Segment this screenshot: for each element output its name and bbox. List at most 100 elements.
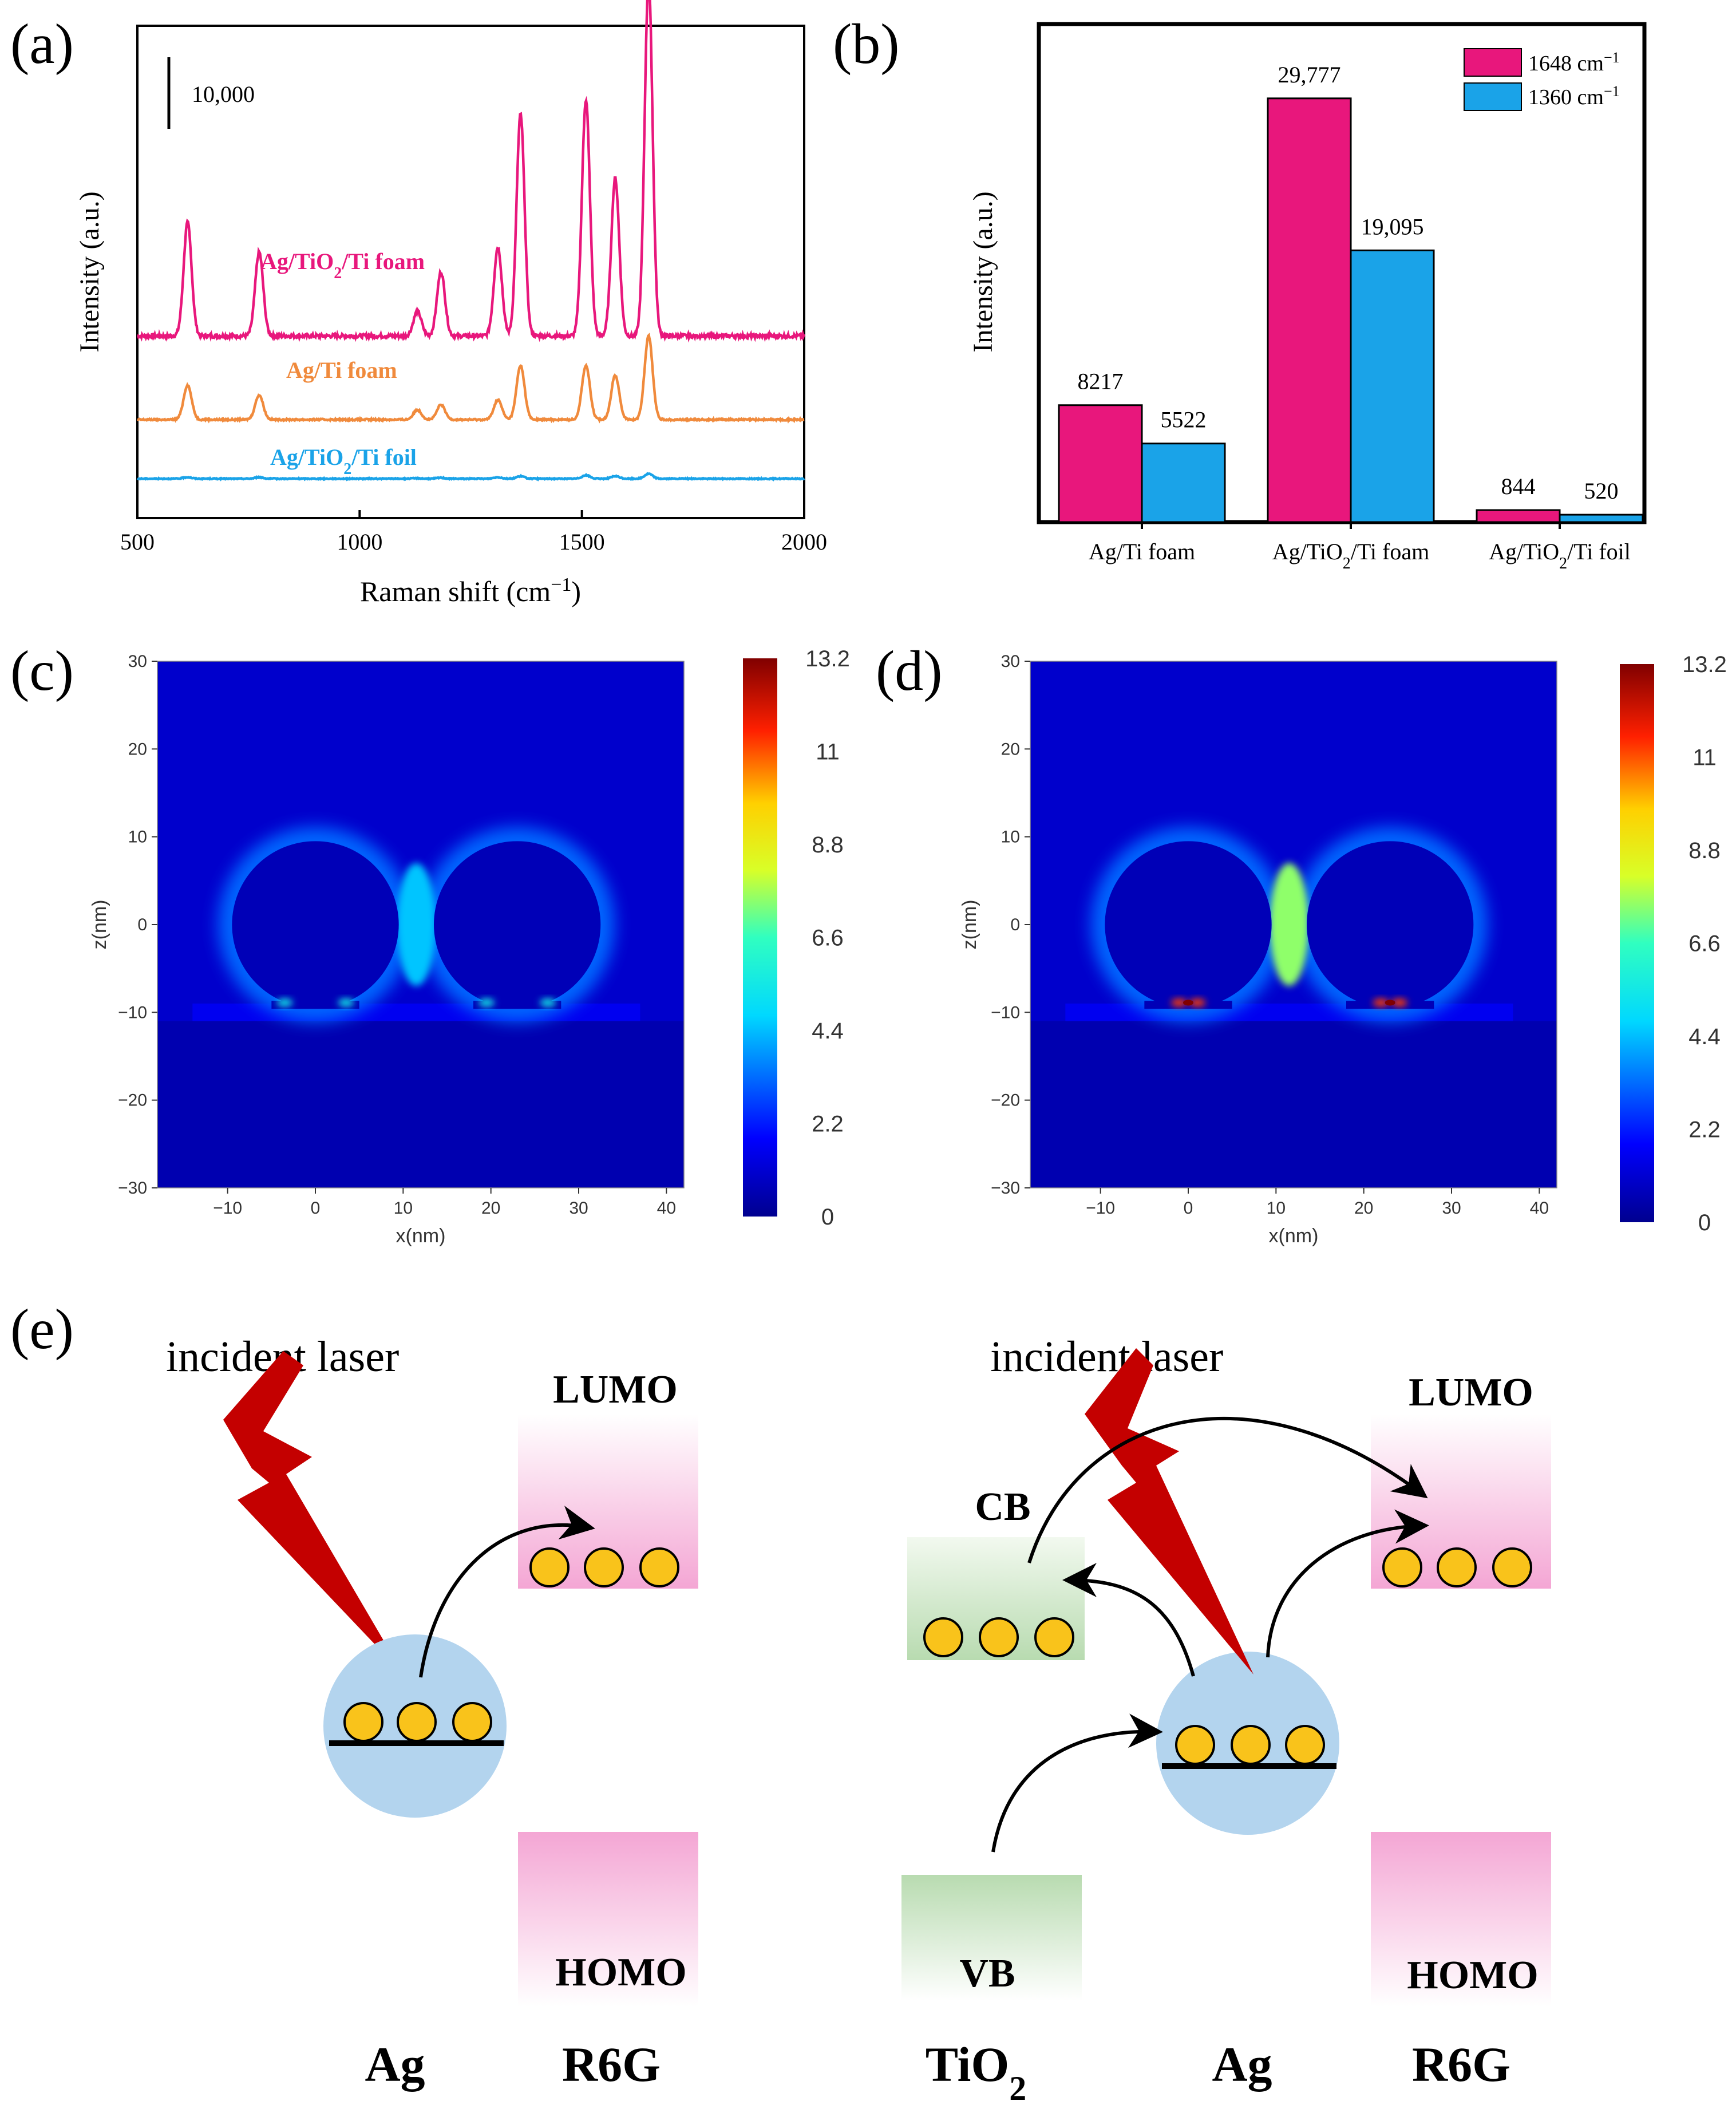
raman-x-axis-label: Raman shift (cm−1) <box>360 574 581 608</box>
bar-category-label: Ag/TiO2/Ti foil <box>1489 539 1631 572</box>
contact-hotspot-core <box>1183 1000 1193 1006</box>
nanoparticle <box>232 841 399 1008</box>
series-label-ag-ti-foam: Ag/Ti foam <box>286 357 397 383</box>
gap-hotspot <box>1270 863 1309 986</box>
arrow-ag-to-cb <box>1062 1563 1195 1677</box>
lumo-label-right: LUMO <box>1409 1371 1533 1415</box>
map-y-axis-label: z(nm) <box>89 900 110 950</box>
map-x-axis-label: x(nm) <box>1269 1225 1319 1247</box>
map-x-tick-label: 30 <box>1442 1199 1461 1218</box>
field-map-c: −10 0 10 20 30 40 30 20 10 0 −10 −20 −30 x(nm) z(nm) 13… <box>89 646 850 1247</box>
bar-category-labels: Ag/Ti foam Ag/TiO2/Ti foam Ag/TiO2/Ti foil <box>1089 522 1631 572</box>
r6g-label-left: R6G <box>562 2037 661 2092</box>
map-x-tick-label: 20 <box>481 1199 500 1218</box>
map-y-tick-label: 0 <box>137 915 147 934</box>
bar-category-label: Ag/Ti foam <box>1089 539 1195 564</box>
nanoparticle <box>434 841 601 1008</box>
map-y-tick-label: −20 <box>991 1091 1020 1110</box>
colorbar-tick-label: 8.8 <box>812 832 844 858</box>
colorbar-tick-label: 8.8 <box>1688 838 1721 863</box>
colorbar-tick-label: 6.6 <box>812 926 844 951</box>
raman-series-line <box>136 472 805 482</box>
legend-swatch-1360 <box>1464 82 1522 111</box>
ag-label-left: Ag <box>365 2037 425 2092</box>
bar-value-label: 29,777 <box>1278 62 1341 88</box>
homo-label-right: HOMO <box>1407 1953 1538 1997</box>
raman-series-lines <box>136 0 806 482</box>
bar-y-axis-label: Intensity (a.u.) <box>968 191 998 352</box>
panel-label-a: (a) <box>10 12 74 76</box>
bar-value-label: 520 <box>1584 478 1619 504</box>
map-x-tick-label: 10 <box>394 1199 413 1218</box>
map-y-tick-label: −30 <box>991 1179 1020 1198</box>
r6g-label-right: R6G <box>1412 2037 1510 2092</box>
bars <box>1058 97 1644 523</box>
map-y-tick-label: 10 <box>1001 828 1020 847</box>
bar-legend: 1648 cm−1 1360 cm−1 <box>1464 48 1620 111</box>
vb-label: VB <box>959 1952 1015 1996</box>
contact-hotspot <box>1373 998 1389 1007</box>
electrons-ag-right <box>1175 1725 1325 1765</box>
field-layers <box>1030 661 1557 1188</box>
map-y-tick-label: 20 <box>128 740 147 759</box>
map-y-tick-label: 10 <box>128 828 147 847</box>
colorbar-tick-label: 0 <box>821 1204 834 1230</box>
particle-contact <box>473 1001 561 1009</box>
substrate-region <box>1030 1021 1557 1188</box>
map-x-tick-label: 0 <box>1184 1199 1193 1218</box>
contact-hotspot <box>1170 998 1187 1007</box>
colorbar-tick-label: 11 <box>1692 745 1717 771</box>
bar <box>1267 97 1352 523</box>
raman-x-ticks: 500 1000 1500 2000 <box>120 510 827 555</box>
lumo-label-left: LUMO <box>553 1368 678 1412</box>
map-x-tick-label: −10 <box>1086 1199 1115 1218</box>
contact-hotspot <box>276 998 293 1007</box>
raman-series-line <box>137 0 806 343</box>
map-x-tick-label: 0 <box>311 1199 321 1218</box>
tio2-layer <box>1065 1004 1513 1021</box>
map-y-axis-label: z(nm) <box>959 900 980 950</box>
raman-x-tick-label: 2000 <box>781 529 827 555</box>
contact-hotspot <box>479 998 495 1007</box>
nanoparticle <box>1105 841 1272 1008</box>
particle-contact <box>271 1001 359 1009</box>
contact-hotspot <box>1391 998 1407 1007</box>
raman-plot-frame <box>136 25 805 519</box>
map-y-tick-label: 20 <box>1001 740 1020 759</box>
bar-value-labels: 8217 5522 29,777 19,095 844 520 <box>1078 62 1619 504</box>
bar <box>1350 249 1435 523</box>
panel-label-c: (c) <box>10 639 74 702</box>
field-map-d: −10 0 10 20 30 40 30 20 10 0 −10 −20 −30 x(nm) z(nm) 13… <box>959 652 1727 1247</box>
arrow-cb-to-lumo <box>1027 1417 1428 1563</box>
bar <box>1141 443 1226 523</box>
bar <box>1476 509 1561 523</box>
colorbar-tick-label: 4.4 <box>812 1018 844 1044</box>
laser-bolt-right-icon <box>1085 1348 1253 1674</box>
cb-label: CB <box>975 1485 1030 1529</box>
homo-band-left <box>518 1832 698 2007</box>
laser-bolt-left-icon <box>223 1351 404 1674</box>
map-x-tick-label: 30 <box>569 1199 588 1218</box>
arrow-ag-to-lumo-left <box>419 1506 595 1678</box>
map-y-tick-label: 30 <box>128 652 147 671</box>
arrow-vb-to-ag <box>991 1713 1163 1853</box>
colorbar-tick-label: 6.6 <box>1688 931 1721 957</box>
bar <box>1058 404 1143 523</box>
vb-band <box>901 1875 1082 2001</box>
gap-hotspot <box>397 863 436 986</box>
raman-spectra-chart: 500 1000 1500 2000 10,000 Ag/TiO2/Ti foam A… <box>74 0 827 607</box>
colorbar-tick-label: 2.2 <box>1688 1117 1721 1143</box>
map-x-tick-label: 20 <box>1354 1199 1373 1218</box>
colorbar-tick-label: 4.4 <box>1688 1024 1721 1049</box>
charge-transfer-schematic: incident laser LUMO HOMO Ag R6G incident… <box>166 1333 1551 2107</box>
colorbar-tick-label: 2.2 <box>812 1112 844 1137</box>
contact-hotspot <box>540 998 556 1007</box>
legend-label-1648: 1648 cm−1 <box>1528 49 1620 76</box>
electrons-cb <box>923 1617 1074 1657</box>
homo-label-left: HOMO <box>555 1950 686 1995</box>
raman-series-line <box>136 333 805 424</box>
map-x-tick-label: −10 <box>213 1199 242 1218</box>
map-y-tick-label: 30 <box>1001 652 1020 671</box>
electrons-ag-left <box>343 1702 492 1742</box>
